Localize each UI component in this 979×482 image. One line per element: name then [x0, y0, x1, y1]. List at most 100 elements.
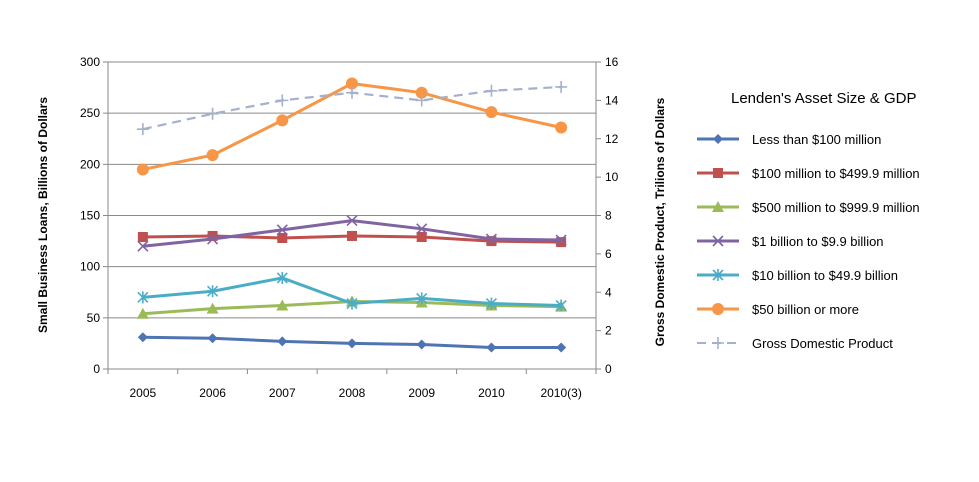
data-point — [276, 94, 289, 107]
left-tick-label: 100 — [80, 260, 100, 274]
legend-item: Less than $100 million — [697, 132, 881, 147]
right-tick-label: 8 — [605, 209, 612, 223]
right-tick-label: 16 — [605, 55, 619, 69]
data-point — [276, 271, 288, 284]
left-tick-label: 250 — [80, 106, 100, 120]
data-point — [556, 342, 567, 353]
right-tick-label: 2 — [605, 324, 612, 338]
data-point — [346, 215, 358, 227]
data-point — [485, 106, 498, 119]
right-tick-label: 14 — [605, 93, 619, 107]
left-axis-title: Small Business Loans, Billions of Dollar… — [36, 97, 50, 333]
right-axis-title: Gross Domestic Product, Trilions of Doll… — [653, 97, 667, 346]
left-axis-ticks: 0 50 100 150 200 250 300 — [80, 55, 100, 376]
data-point — [276, 299, 289, 311]
right-tick-label: 6 — [605, 247, 612, 261]
data-point — [485, 84, 498, 97]
data-point — [136, 307, 149, 319]
legend-item: $50 billion or more — [697, 302, 859, 317]
left-tick-label: 150 — [80, 209, 100, 223]
data-point — [207, 230, 218, 241]
data-point — [416, 292, 428, 305]
left-tick-label: 300 — [80, 55, 100, 69]
x-axis-ticks: 2005 2006 2007 2008 2009 2010 2010(3) — [130, 386, 582, 400]
legend-label: $10 billion to $49.9 billion — [752, 268, 898, 283]
legend-label: Less than $100 million — [752, 132, 881, 147]
right-tick-label: 4 — [605, 285, 612, 299]
legend-swatch-marker — [712, 235, 724, 247]
right-tick-label: 10 — [605, 170, 619, 184]
x-tick-label: 2008 — [339, 386, 366, 400]
series-10-billion-to-49-9-billion — [137, 271, 567, 312]
gridlines — [108, 61, 596, 319]
data-point — [277, 233, 288, 244]
data-point — [276, 224, 288, 236]
data-point — [207, 233, 219, 245]
data-point — [555, 80, 568, 93]
legend-swatch-marker — [713, 168, 723, 178]
data-point — [416, 231, 427, 242]
data-point — [416, 223, 428, 235]
legend-swatch-marker — [712, 201, 724, 212]
data-point — [206, 149, 219, 162]
legend-label: $50 billion or more — [752, 302, 859, 317]
data-point — [486, 342, 497, 353]
series-less-than-100-million — [137, 332, 567, 353]
data-point — [556, 237, 567, 248]
x-tick-label: 2005 — [130, 386, 157, 400]
legend-label: Gross Domestic Product — [752, 336, 893, 351]
data-point — [136, 163, 149, 176]
data-point — [206, 302, 219, 314]
legend-label: $1 billion to $9.9 billion — [752, 234, 884, 249]
data-point — [486, 236, 497, 247]
legend-swatch-marker — [712, 303, 724, 315]
data-point — [137, 291, 149, 304]
legend-item: $1 billion to $9.9 billion — [697, 234, 884, 249]
data-point — [207, 285, 219, 298]
data-point — [485, 297, 497, 310]
data-point — [416, 339, 427, 350]
x-tick-label: 2009 — [408, 386, 435, 400]
left-tick-label: 50 — [87, 311, 101, 325]
x-tick-label: 2007 — [269, 386, 296, 400]
data-point — [346, 297, 358, 310]
data-point — [137, 231, 148, 242]
legend: Lenden's Asset Size & GDP Less than $100… — [697, 90, 920, 351]
legend-label: $100 million to $499.9 million — [752, 166, 920, 181]
data-point — [137, 332, 148, 343]
data-point — [555, 121, 568, 134]
data-point — [346, 77, 358, 90]
data-point — [277, 336, 288, 347]
data-point — [555, 234, 567, 246]
left-tick-label: 200 — [80, 157, 100, 171]
data-point — [415, 86, 428, 99]
data-point — [415, 94, 428, 107]
legend-item: $10 billion to $49.9 billion — [697, 268, 898, 283]
legend-swatch-marker — [712, 337, 724, 349]
series-1-billion-to-9-9-billion — [137, 215, 567, 252]
axes — [103, 61, 601, 374]
legend-item: $100 million to $499.9 million — [697, 166, 920, 181]
x-tick-label: 2006 — [199, 386, 226, 400]
data-point — [485, 233, 497, 245]
right-tick-label: 0 — [605, 362, 612, 376]
right-tick-label: 12 — [605, 132, 619, 146]
data-point — [346, 86, 358, 99]
x-tick-label: 2010 — [478, 386, 505, 400]
data-point — [555, 299, 567, 312]
data-point — [207, 333, 218, 344]
series-gross-domestic-product — [136, 80, 568, 136]
data-point — [276, 114, 289, 127]
data-point — [206, 107, 219, 120]
data-point — [136, 123, 149, 136]
series-50-billion-or-more — [136, 77, 568, 176]
series-lines — [136, 77, 568, 353]
right-axis-ticks: 0 2 4 6 8 10 12 14 16 — [605, 55, 619, 376]
legend-item: Gross Domestic Product — [697, 336, 893, 351]
legend-swatch-marker — [712, 269, 724, 281]
data-point — [347, 338, 357, 349]
legend-item: $500 million to $999.9 million — [697, 200, 920, 215]
series-100-million-to-499-9-million — [137, 230, 567, 248]
data-point — [347, 230, 357, 241]
